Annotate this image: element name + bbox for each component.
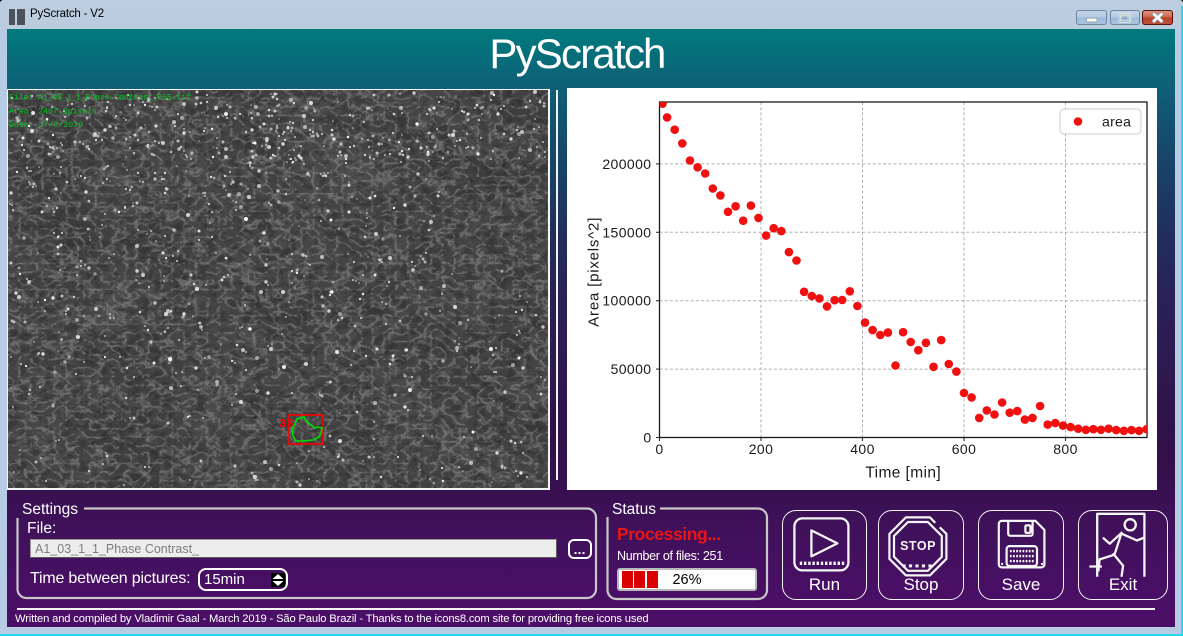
svg-text:33: 33 [279, 417, 293, 431]
svg-text:Area: 2467.5pixels: Area: 2467.5pixels [9, 107, 97, 117]
svg-text:200000: 200000 [602, 156, 651, 172]
svg-text:File: A1_03_1_1_Phase Contrast: File: A1_03_1_1_Phase Contrast_065.tif [9, 93, 191, 103]
svg-text:200: 200 [749, 441, 774, 457]
svg-text:400: 400 [850, 441, 875, 457]
svg-text:Area [pixels^2]: Area [pixels^2] [586, 217, 603, 327]
svg-text:Time [min]: Time [min] [865, 465, 941, 482]
svg-text:Date: 17/3/2019: Date: 17/3/2019 [9, 120, 83, 130]
svg-text:100000: 100000 [602, 293, 651, 309]
svg-text:800: 800 [1053, 441, 1078, 457]
svg-text:600: 600 [952, 441, 977, 457]
svg-text:0: 0 [655, 441, 663, 457]
svg-text:area: area [1102, 114, 1131, 130]
svg-text:150000: 150000 [602, 224, 651, 240]
svg-text:50000: 50000 [611, 361, 652, 377]
svg-text:0: 0 [643, 430, 651, 446]
svg-text:STOP: STOP [900, 539, 936, 553]
